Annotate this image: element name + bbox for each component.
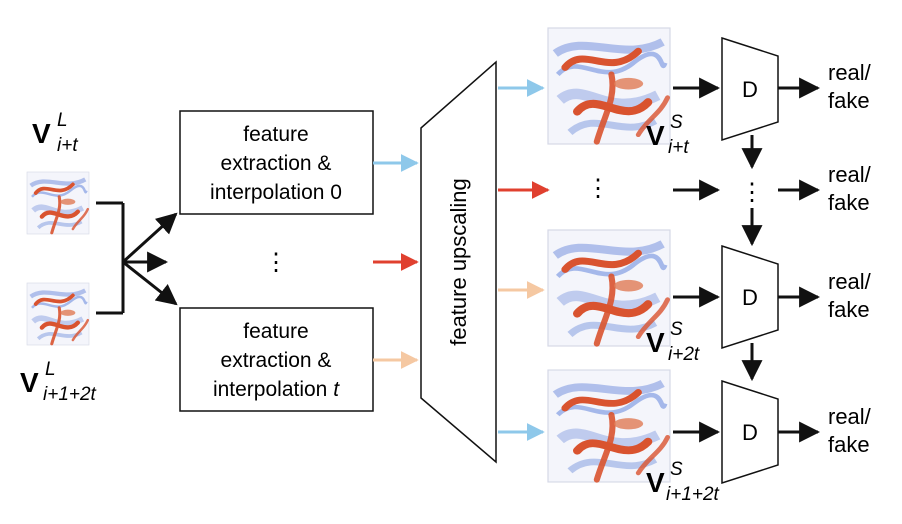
- discriminator-3: D: [721, 379, 779, 485]
- result-1-line2: fake: [828, 88, 870, 113]
- discriminator-1: D: [721, 36, 779, 142]
- discriminator-ellipsis: ⋮: [740, 179, 764, 206]
- output2-sup: S: [670, 319, 683, 340]
- output-volume-icon-3: [548, 370, 670, 482]
- output-label-3: V S i+1+2t: [646, 459, 720, 505]
- boxt-line2: extraction &: [221, 349, 332, 372]
- boxt-line3-plain: interpolation: [213, 378, 333, 401]
- input-merge-connector: [96, 201, 178, 315]
- outputs-ellipsis: ⋮: [586, 175, 610, 202]
- input-bottom-sub: i+1+2t: [43, 384, 97, 405]
- feature-extraction-box-t: feature extraction & interpolation t: [179, 307, 374, 412]
- boxes-ellipsis: ⋮: [264, 249, 288, 276]
- boxt-line3-italic: t: [333, 378, 340, 401]
- arrow-icon: [121, 212, 178, 264]
- result-1-line1: real/: [828, 60, 872, 85]
- input-top-main: V: [32, 118, 51, 149]
- result-2: real/ fake: [828, 162, 872, 215]
- input-bottom-main: V: [20, 367, 39, 398]
- discriminator-2-label: D: [742, 285, 758, 310]
- result-3: real/ fake: [828, 269, 872, 322]
- result-1: real/ fake: [828, 60, 872, 113]
- input-top-volume-icon: [27, 172, 89, 234]
- input-top-label: V L i+t: [32, 110, 78, 156]
- discriminator-2: D: [721, 244, 779, 350]
- output3-sub: i+1+2t: [666, 484, 720, 505]
- box0-line2: extraction &: [221, 152, 332, 175]
- output3-main: V: [646, 467, 665, 498]
- result-2-line2: fake: [828, 190, 870, 215]
- result-3-line2: fake: [828, 297, 870, 322]
- feature-extraction-box-0: feature extraction & interpolation 0: [179, 110, 374, 215]
- result-4-line1: real/: [828, 404, 872, 429]
- output1-sup: S: [670, 112, 683, 133]
- discriminator-1-label: D: [742, 77, 758, 102]
- input-bottom-volume-icon: [27, 283, 89, 345]
- input-bottom-label: V L i+1+2t: [20, 359, 97, 405]
- upscaler-label: feature upscaling: [446, 178, 471, 346]
- box0-line3: interpolation 0: [210, 181, 342, 204]
- boxt-line1: feature: [243, 320, 308, 343]
- input-top-sub: i+t: [57, 135, 78, 156]
- input-top-sup: L: [57, 110, 68, 131]
- result-4: real/ fake: [828, 404, 872, 457]
- result-3-line1: real/: [828, 269, 872, 294]
- output-label-2: V S i+2t: [646, 319, 700, 365]
- output1-sub: i+t: [668, 137, 689, 158]
- boxt-line3: interpolation t: [213, 378, 340, 401]
- output-label-1: V S i+t: [646, 112, 689, 158]
- feature-upscaler-block: feature upscaling: [420, 60, 497, 464]
- box0-line1: feature: [243, 123, 308, 146]
- result-2-line1: real/: [828, 162, 872, 187]
- discriminator-3-label: D: [742, 420, 758, 445]
- result-4-line2: fake: [828, 432, 870, 457]
- output2-main: V: [646, 327, 665, 358]
- output1-main: V: [646, 120, 665, 151]
- arrow-icon: [122, 260, 178, 306]
- output3-sup: S: [670, 459, 683, 480]
- input-bottom-sup: L: [45, 359, 56, 380]
- output2-sub: i+2t: [668, 344, 700, 365]
